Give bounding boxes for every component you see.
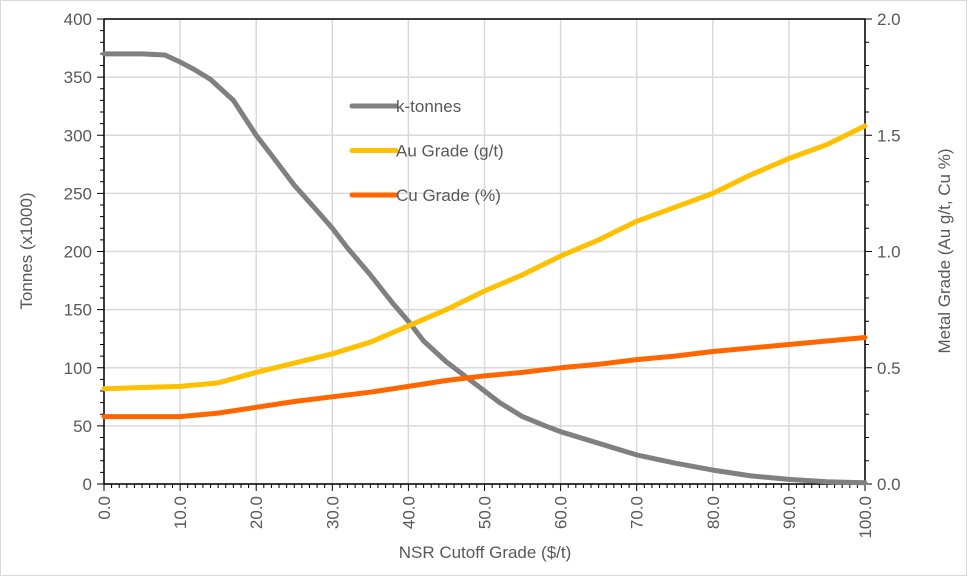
x-axis-label: NSR Cutoff Grade ($/t) (399, 543, 572, 562)
y-tick-label: 100 (64, 359, 92, 378)
y-tick-label: 200 (64, 243, 92, 262)
x-tick-label: 90.0 (780, 496, 799, 529)
y-tick-label: 50 (73, 417, 92, 436)
y-tick-label: 0 (83, 475, 92, 494)
series-line-1 (101, 51, 868, 486)
series-lines (101, 51, 868, 486)
x-tick-label: 40.0 (399, 496, 418, 529)
x-tick-label: 50.0 (476, 496, 495, 529)
y2-tick-label: 1.0 (877, 243, 901, 262)
x-tick-label: 100.0 (856, 496, 875, 539)
x-tick-label: 0.0 (95, 496, 114, 520)
x-tick-label: 70.0 (628, 496, 647, 529)
x-tick-label: 10.0 (171, 496, 190, 529)
y2-tick-label: 1.5 (877, 126, 901, 145)
x-tick-label: 30.0 (323, 496, 342, 529)
legend-label-2: Au Grade (g/t) (396, 142, 504, 161)
legend-label-1: k-tonnes (396, 97, 461, 116)
y2-tick-label: 0.5 (877, 359, 901, 378)
y2-axis-label: Metal Grade (Au g/t, Cu %) (935, 148, 954, 353)
y2-tick-label: 2.0 (877, 10, 901, 29)
x-tick-label: 80.0 (704, 496, 723, 529)
axes: 0.0 10.0 20.0 30.0 40.0 50.0 60.0 70.0 80.0 90.0 1… (64, 10, 901, 539)
y-axis-label: Tonnes (x1000) (17, 192, 36, 309)
y-tick-label: 250 (64, 184, 92, 203)
x-tick-label: 60.0 (552, 496, 571, 529)
y-tick-label: 150 (64, 301, 92, 320)
series-line-2 (101, 123, 868, 392)
y-tick-label: 400 (64, 10, 92, 29)
y2-tick-label: 0.0 (877, 475, 901, 494)
y-tick-label: 350 (64, 68, 92, 87)
legend-label-3: Cu Grade (%) (396, 186, 501, 205)
legend: k-tonnes Au Grade (g/t) Cu Grade (%) (349, 97, 504, 205)
y-tick-label: 300 (64, 126, 92, 145)
series-line-3 (101, 335, 868, 420)
x-tick-label: 20.0 (247, 496, 266, 529)
